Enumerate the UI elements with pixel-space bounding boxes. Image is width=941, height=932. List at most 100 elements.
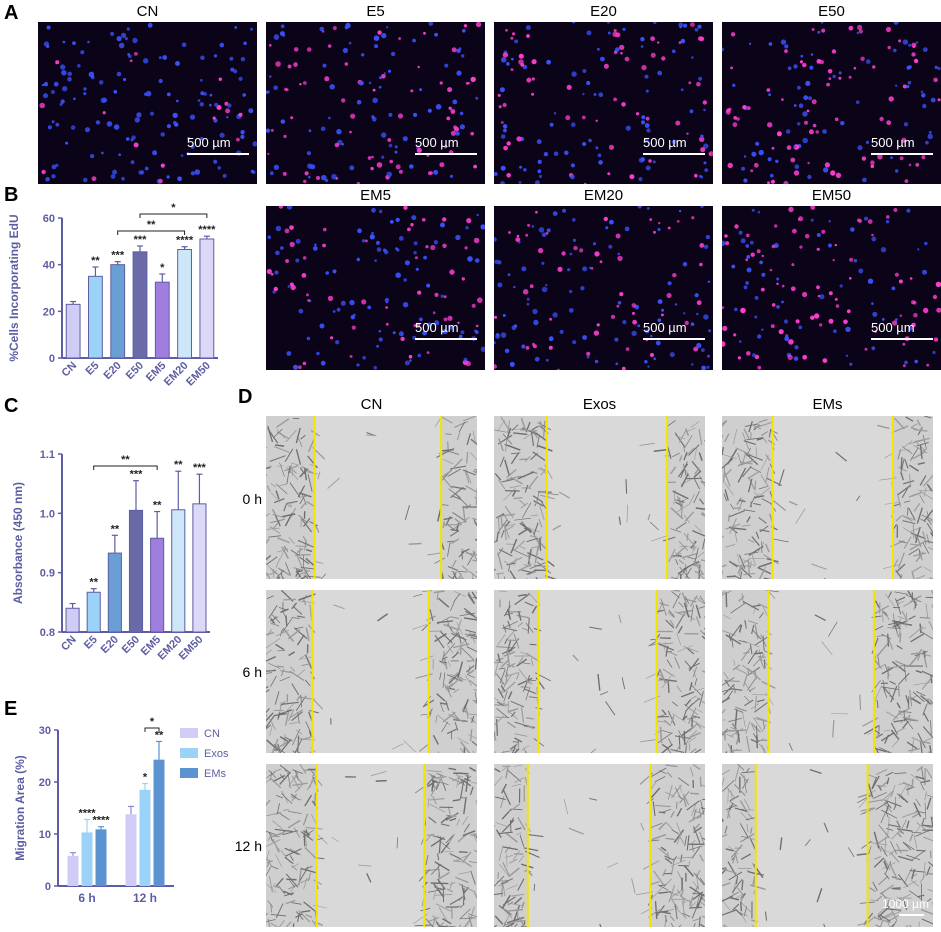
chart-absorbance: 0.8 0.9 1.0 1.1 Absorbance (450 nm) CN ** E5 ** E…: [11, 449, 210, 663]
micrograph-em5: [266, 206, 485, 370]
wound-row-label-0h: 0 h: [242, 491, 262, 507]
significance-label: ***: [193, 462, 207, 474]
y-axis-label: Absorbance (450 nm): [11, 482, 25, 604]
bar-em50: [192, 503, 207, 633]
micrograph-em20: [494, 206, 713, 370]
bar-exos: [139, 789, 151, 886]
significance-label: ****: [78, 807, 96, 819]
bar-e20: [110, 264, 126, 359]
significance-bracket: [144, 727, 160, 732]
micrograph-cn: [38, 22, 257, 184]
image-title-e20: E20: [590, 3, 617, 20]
significance-bracket: [93, 465, 158, 470]
cell-nuclei: [39, 22, 257, 184]
cell-nuclei: [266, 206, 485, 370]
wound-field: [266, 764, 477, 927]
scalebar-label: 500 µm: [643, 320, 687, 335]
wound-image-ems-12h: [722, 764, 933, 927]
scalebar-label: 500 µm: [643, 135, 687, 150]
y-tick-label: 0.9: [40, 568, 55, 580]
significance-label: **: [89, 577, 98, 589]
scalebar: [415, 153, 477, 155]
wound-row-label-12h: 12 h: [234, 838, 262, 854]
x-tick-label: E20: [102, 360, 124, 382]
legend-label: CN: [204, 728, 220, 740]
cell-nuclei: [266, 22, 482, 184]
wound-field: [722, 590, 933, 753]
significance-label: ****: [176, 235, 194, 247]
significance-label: ****: [198, 224, 216, 236]
wound-col-title-exos: Exos: [582, 396, 617, 413]
bar-em5: [154, 281, 170, 359]
scalebar: [871, 153, 933, 155]
x-tick-label: E5: [84, 360, 102, 378]
wound-image-cn-12h: [266, 764, 477, 927]
y-axis-label: Migration Area (%): [13, 755, 27, 861]
x-tick-label: E5: [82, 634, 100, 652]
y-tick-label: 30: [39, 725, 51, 737]
wound-field: [266, 590, 477, 753]
y-tick-label: 1.0: [40, 508, 55, 520]
wound-image-exos-6h: [494, 590, 705, 753]
y-tick-label: 40: [43, 260, 55, 272]
micrograph-em50: [722, 206, 941, 370]
cell-nuclei: [722, 206, 941, 370]
x-tick-label: 12 h: [133, 891, 157, 905]
bar-em20: [177, 249, 192, 359]
significance-label: **: [111, 523, 120, 535]
micrograph-e20: [494, 22, 713, 184]
scalebar-label: 500 µm: [871, 320, 915, 335]
significance-label: ***: [111, 250, 125, 262]
wound-field: [266, 416, 477, 579]
wound-col-title-cn: CN: [360, 396, 383, 413]
y-tick-label: 60: [43, 213, 55, 225]
wound-field: [722, 764, 933, 927]
bar-ems: [95, 829, 107, 886]
cell-nuclei: [722, 22, 941, 184]
y-tick-label: 20: [43, 306, 55, 318]
bar-e50: [128, 509, 144, 633]
y-tick-label: 0.8: [40, 627, 55, 639]
scalebar: [187, 153, 249, 155]
bar-em50: [199, 238, 215, 359]
x-tick-label: E50: [120, 634, 142, 656]
cell-nuclei: [494, 206, 712, 370]
image-title-e5: E5: [366, 3, 385, 20]
significance-bracket: [117, 230, 186, 235]
panel-label-e: E: [4, 698, 18, 720]
bar-e20: [107, 552, 122, 633]
scalebar: [643, 153, 705, 155]
x-tick-label: E20: [99, 634, 121, 656]
x-tick-label: EM50: [184, 360, 213, 386]
scalebar: [871, 338, 933, 340]
wound-image-exos-0h: [494, 416, 705, 579]
wound-image-ems-6h: [722, 590, 933, 753]
x-tick-label: CN: [60, 360, 80, 380]
wound-field: [494, 416, 705, 579]
y-tick-label: 0: [45, 881, 51, 893]
bar-cn: [125, 814, 137, 886]
bar-e5: [88, 275, 103, 359]
micrograph-e5: [266, 22, 485, 184]
bar-cn: [67, 855, 79, 886]
significance-label: ***: [130, 469, 144, 481]
panel-label-d: D: [238, 386, 253, 408]
panel-label-c: C: [4, 395, 19, 417]
legend-swatch: [180, 748, 198, 758]
legend-swatch: [180, 728, 198, 738]
wound-field: [494, 764, 705, 927]
scalebar-label: 500 µm: [871, 135, 915, 150]
legend-label: EMs: [204, 768, 227, 780]
bracket-label: *: [171, 202, 176, 214]
wound-field: [494, 590, 705, 753]
wound-scalebar-label: 1000 µm: [882, 897, 929, 911]
bar-cn: [65, 303, 81, 359]
significance-label: **: [153, 500, 162, 512]
bar-e5: [86, 591, 101, 633]
wound-image-cn-6h: [266, 590, 477, 753]
significance-bracket: [139, 213, 208, 218]
scalebar-label: 500 µm: [187, 135, 231, 150]
x-tick-label: EM50: [177, 634, 206, 663]
legend-label: Exos: [204, 748, 229, 760]
